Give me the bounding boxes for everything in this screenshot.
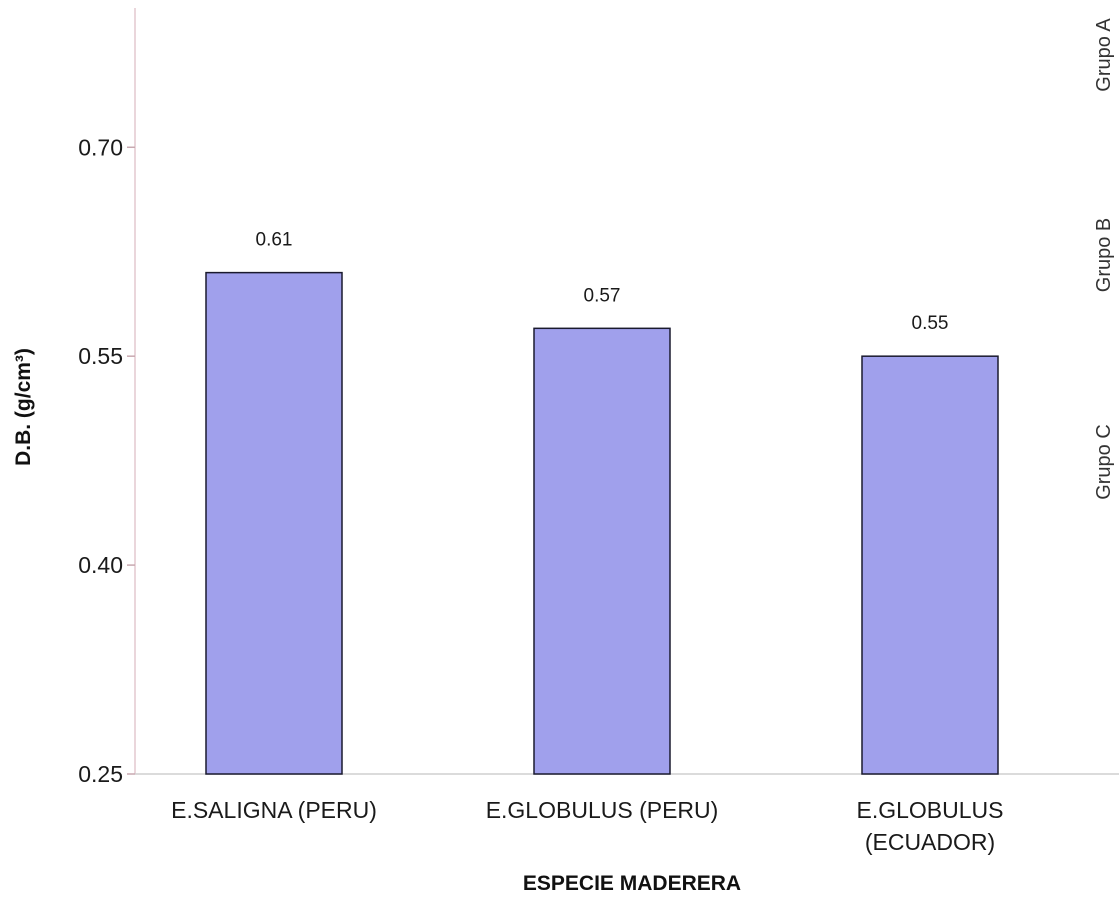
x-axis-title: ESPECIE MADERERA <box>523 872 741 895</box>
y-tick-label: 0.40 <box>78 552 123 578</box>
y-axis-ticks: 0.25 0.40 0.55 0.70 <box>78 134 135 787</box>
x-category-label: E.SALIGNA (PERU) <box>171 797 377 823</box>
group-labels: Grupo A Grupo B Grupo C <box>1093 18 1115 500</box>
data-label: 0.57 <box>584 285 621 306</box>
group-label: Grupo C <box>1093 424 1115 500</box>
bar <box>205 271 343 775</box>
group-label: Grupo A <box>1093 18 1115 92</box>
group-label: Grupo B <box>1093 218 1115 292</box>
y-tick-label: 0.55 <box>78 343 123 369</box>
bars-group <box>205 271 999 775</box>
bar <box>533 327 671 775</box>
x-category-label: E.GLOBULUS (PERU) <box>486 797 719 823</box>
x-category-label: (ECUADOR) <box>865 829 995 855</box>
x-category-label: E.GLOBULUS <box>857 797 1004 823</box>
data-label: 0.61 <box>256 230 293 251</box>
y-tick-label: 0.70 <box>78 134 123 160</box>
data-label: 0.55 <box>912 313 949 334</box>
y-axis-title: D.B. (g/cm³) <box>12 348 35 466</box>
category-labels-group: E.SALIGNA (PERU) E.GLOBULUS (PERU) E.GLOBU… <box>171 797 1003 855</box>
bar <box>861 355 999 775</box>
y-tick-label: 0.25 <box>78 761 123 787</box>
data-labels-group: 0.61 0.57 0.55 <box>256 230 949 335</box>
